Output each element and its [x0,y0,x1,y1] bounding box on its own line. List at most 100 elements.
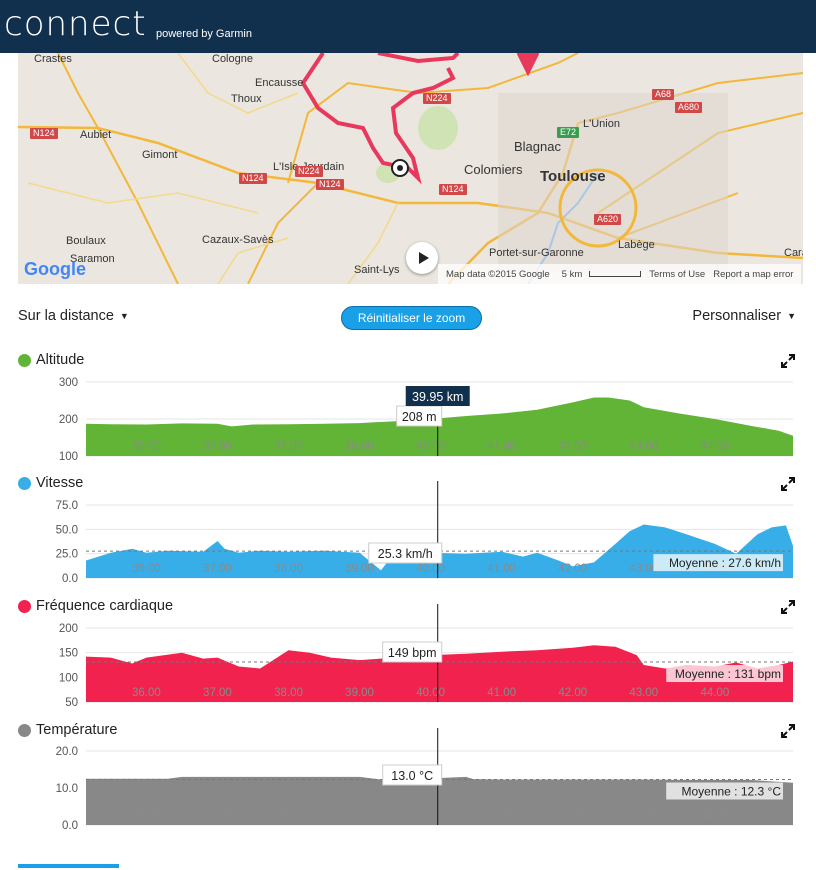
frequence-area [86,645,793,702]
cursor-distance-badge: 39.95 km [405,386,470,406]
distance-axis-dropdown[interactable]: Sur la distance ▼ [18,308,129,324]
vitesse-plot[interactable]: 75.0 50.0 25.0 0.0 36.00 37.00 38.00 39.00 40.00… [18,475,803,585]
map-label-cologne: Cologne [212,53,253,65]
average-label-text: Moyenne : 27.6 km/h [669,556,781,570]
temperature-tooltip: 13.0 °C [382,764,443,786]
temperature-legend-dot [18,723,31,737]
x-tick-label: 40.00 [416,687,445,699]
expand-icon[interactable] [781,354,795,368]
connect-logo[interactable]: connect [4,4,147,44]
customize-dropdown[interactable]: Personnaliser ▼ [692,308,796,324]
x-tick-label: 37.00 [203,687,232,699]
map-label-gimont: Gimont [142,149,178,161]
road-badge: A620 [594,214,622,225]
x-tick-label: 36.00 [132,810,161,822]
map-label-toulouse: Toulouse [540,168,606,185]
altitude-title-label: Altitude [36,352,85,368]
y-tick-label: 100 [59,451,78,463]
altitude-chart[interactable]: Altitude 300 200 100 36.00 37.00 38.00 39.00 40… [18,352,803,464]
x-tick-label: 36.00 [132,687,161,699]
x-tick-label: 44.00 [700,441,729,453]
caret-down-icon: ▼ [119,311,129,322]
tooltip-box [368,542,443,564]
map-label-encausse: Encausse [255,77,304,89]
expand-icon[interactable] [781,600,795,614]
map-footer: Map data ©2015 Google 5 km Terms of Use … [438,264,802,284]
heart-rate-chart[interactable]: Fréquence cardiaque 200 150 100 50 36.00 37.0… [18,598,803,708]
map-label-crastes: Crastes [34,53,72,65]
x-tick-label: 42.00 [558,441,587,453]
altitude-area [86,397,793,456]
distance-dropdown-label: Sur la distance [18,308,114,324]
google-logo[interactable]: Google [24,259,86,280]
x-tick-label: 44.00 [700,687,729,699]
play-route-button[interactable] [406,242,438,274]
x-tick-label: 41.00 [487,563,516,575]
reset-zoom-button[interactable]: Réinitialiser le zoom [341,306,482,330]
heart-rate-title-label: Fréquence cardiaque [36,598,174,614]
x-tick-label: 44.00 [700,810,729,822]
map-roads-layer [18,53,803,284]
vitesse-average-label: Moyenne : 27.6 km/h [653,554,783,572]
altitude-plot[interactable]: 300 200 100 36.00 37.00 38.00 39.00 40.00 41.00 4… [18,352,803,464]
temperature-title: Température [18,722,117,738]
road-badge: N124 [239,173,267,184]
x-tick-label: 38.00 [274,563,303,575]
altitude-tooltip: 208 m [396,405,443,427]
temperature-chart[interactable]: Température 20.0 10.0 0.0 36.00 37.00 38.00 39… [18,722,803,834]
terms-of-use-link[interactable]: Terms of Use [649,268,706,280]
average-label-box [666,665,783,683]
map-label-boulaux: Boulaux [66,235,106,247]
y-tick-label: 50.0 [56,524,78,536]
x-tick-label: 40.00 [416,810,445,822]
expand-icon[interactable] [781,724,795,738]
x-tick-label: 39.00 [345,810,374,822]
y-tick-label: 75.0 [56,500,78,512]
customize-label: Personnaliser [692,308,782,324]
road-badge: N224 [423,93,451,104]
route-map[interactable]: Crastes Cologne Encausse Thoux Aubiet Gi… [18,53,803,284]
caret-down-icon: ▼ [787,311,796,322]
x-tick-label: 39.00 [345,687,374,699]
x-tick-label: 39.00 [345,563,374,575]
frequence-plot[interactable]: 200 150 100 50 36.00 37.00 38.00 39.00 40.00 41.0… [18,598,803,708]
x-tick-label: 43.00 [629,563,658,575]
temperature-title-label: Température [36,722,118,738]
map-label-saint-lys: Saint-Lys [354,264,400,276]
expand-icon[interactable] [781,477,795,491]
map-label-cazaux-saves: Cazaux-Savès [202,234,274,246]
temperature-plot[interactable]: 20.0 10.0 0.0 36.00 37.00 38.00 39.00 40.00 41.0… [18,722,803,834]
speed-chart[interactable]: Vitesse 75.0 50.0 25.0 0.0 36.00 37.00 38.00 39… [18,475,803,585]
average-label-box [666,782,783,800]
x-tick-label: 36.00 [132,563,161,575]
x-tick-label: 43.00 [629,810,658,822]
road-badge: E72 [557,127,580,138]
report-map-error-link[interactable]: Report a map error [713,268,794,280]
tooltip-box [382,764,443,786]
frequence-tooltip: 149 bpm [382,641,443,663]
heart-rate-title: Fréquence cardiaque [18,598,173,614]
tooltip-value: 13.0 °C [391,769,433,783]
chart-controls: Sur la distance ▼ Réinitialiser le zoom P… [18,300,798,334]
x-tick-label: 40.00 [416,563,445,575]
tooltip-value: 25.3 km/h [378,547,433,561]
x-tick-label: 37.00 [203,563,232,575]
x-tick-label: 41.00 [487,810,516,822]
y-tick-label: 0.0 [62,573,78,585]
speed-title: Vitesse [18,475,83,491]
road-badge: N124 [316,179,344,190]
y-tick-label: 300 [59,377,78,389]
map-label-saramon: Saramon [70,253,115,265]
x-tick-label: 42.00 [558,810,587,822]
x-tick-label: 38.00 [274,810,303,822]
vitesse-tooltip: 25.3 km/h [368,542,443,564]
x-tick-label: 39.00 [345,441,374,453]
x-tick-label: 41.00 [487,687,516,699]
x-tick-label: 38.00 [274,441,303,453]
tooltip-value: 149 bpm [388,646,437,660]
x-tick-label: 43.00 [629,441,658,453]
temperature-average-label: Moyenne : 12.3 °C [666,782,783,800]
active-tab-indicator [18,864,119,868]
road-badge: N124 [439,184,467,195]
frequence-average-label: Moyenne : 131 bpm [666,665,783,683]
